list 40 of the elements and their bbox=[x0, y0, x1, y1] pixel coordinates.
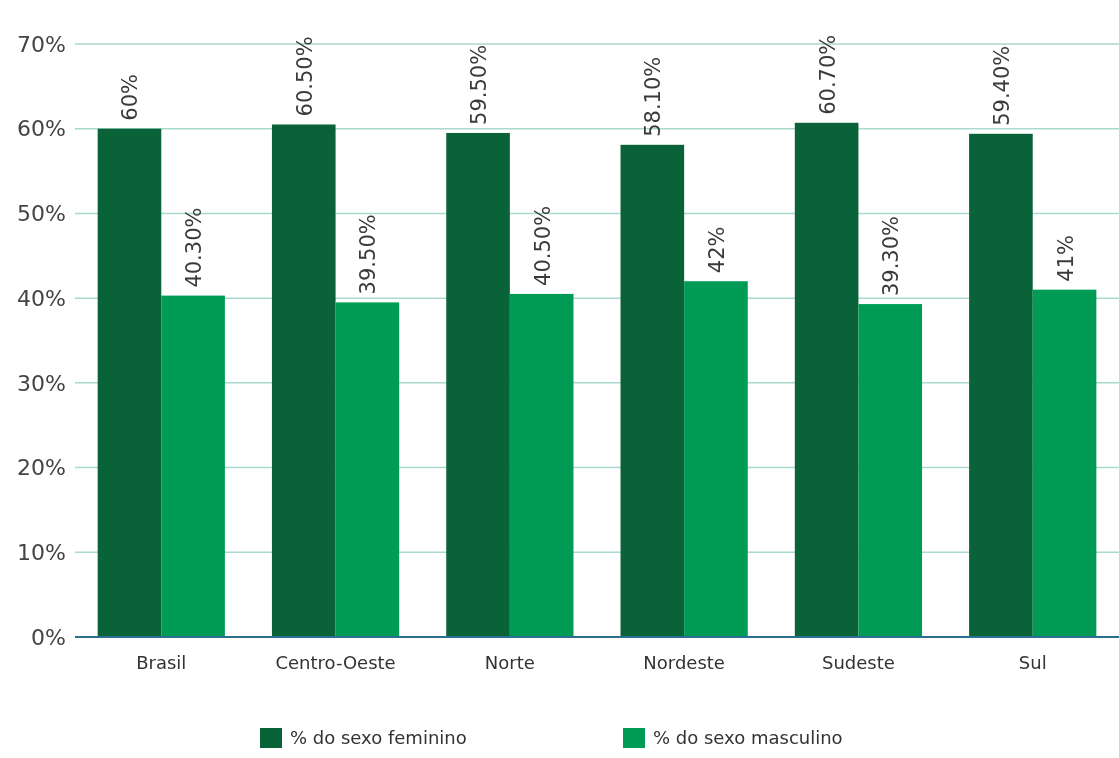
bar bbox=[271, 124, 336, 637]
x-tick-label: Norte bbox=[484, 652, 535, 673]
data-label: 58.10% bbox=[641, 56, 666, 137]
y-tick-label: 40% bbox=[17, 285, 66, 311]
bar bbox=[97, 128, 162, 637]
bar bbox=[509, 293, 574, 637]
data-label: 42% bbox=[704, 226, 729, 274]
bar bbox=[620, 144, 685, 637]
bar bbox=[161, 295, 225, 637]
bar bbox=[969, 133, 1033, 637]
x-tick-label: Brasil bbox=[136, 652, 187, 673]
data-label: 39.30% bbox=[879, 215, 904, 297]
y-tick-label: 50% bbox=[17, 201, 66, 227]
bar bbox=[1032, 289, 1097, 637]
y-tick-label: 30% bbox=[17, 370, 66, 396]
data-label: 60.50% bbox=[292, 36, 317, 117]
bar bbox=[335, 302, 400, 637]
y-tick-label: 60% bbox=[17, 116, 66, 142]
bar bbox=[446, 132, 510, 637]
y-tick-label: 10% bbox=[17, 539, 66, 565]
data-label: 41% bbox=[1053, 234, 1078, 282]
y-tick-label: 70% bbox=[17, 31, 66, 57]
legend-label: % do sexo feminino bbox=[290, 727, 467, 749]
bar bbox=[684, 281, 748, 637]
bar bbox=[794, 122, 859, 637]
data-label: 59.40% bbox=[989, 45, 1014, 126]
y-tick-label: 20% bbox=[17, 455, 66, 481]
legend-label: % do sexo masculino bbox=[653, 727, 843, 749]
data-label: 60.70% bbox=[815, 34, 840, 115]
bar bbox=[858, 304, 923, 637]
data-label: 40.30% bbox=[182, 207, 207, 288]
data-label: 59.50% bbox=[467, 44, 492, 125]
x-tick-label: Sul bbox=[1018, 652, 1047, 673]
x-tick-label: Nordeste bbox=[643, 652, 725, 673]
y-tick-label: 0% bbox=[31, 624, 66, 650]
data-label: 39.50% bbox=[356, 214, 381, 295]
data-label: 60% bbox=[118, 74, 143, 121]
x-tick-label: Sudeste bbox=[822, 652, 895, 673]
data-label: 40.50% bbox=[530, 205, 555, 286]
x-tick-label: Centro-Oeste bbox=[275, 652, 396, 673]
